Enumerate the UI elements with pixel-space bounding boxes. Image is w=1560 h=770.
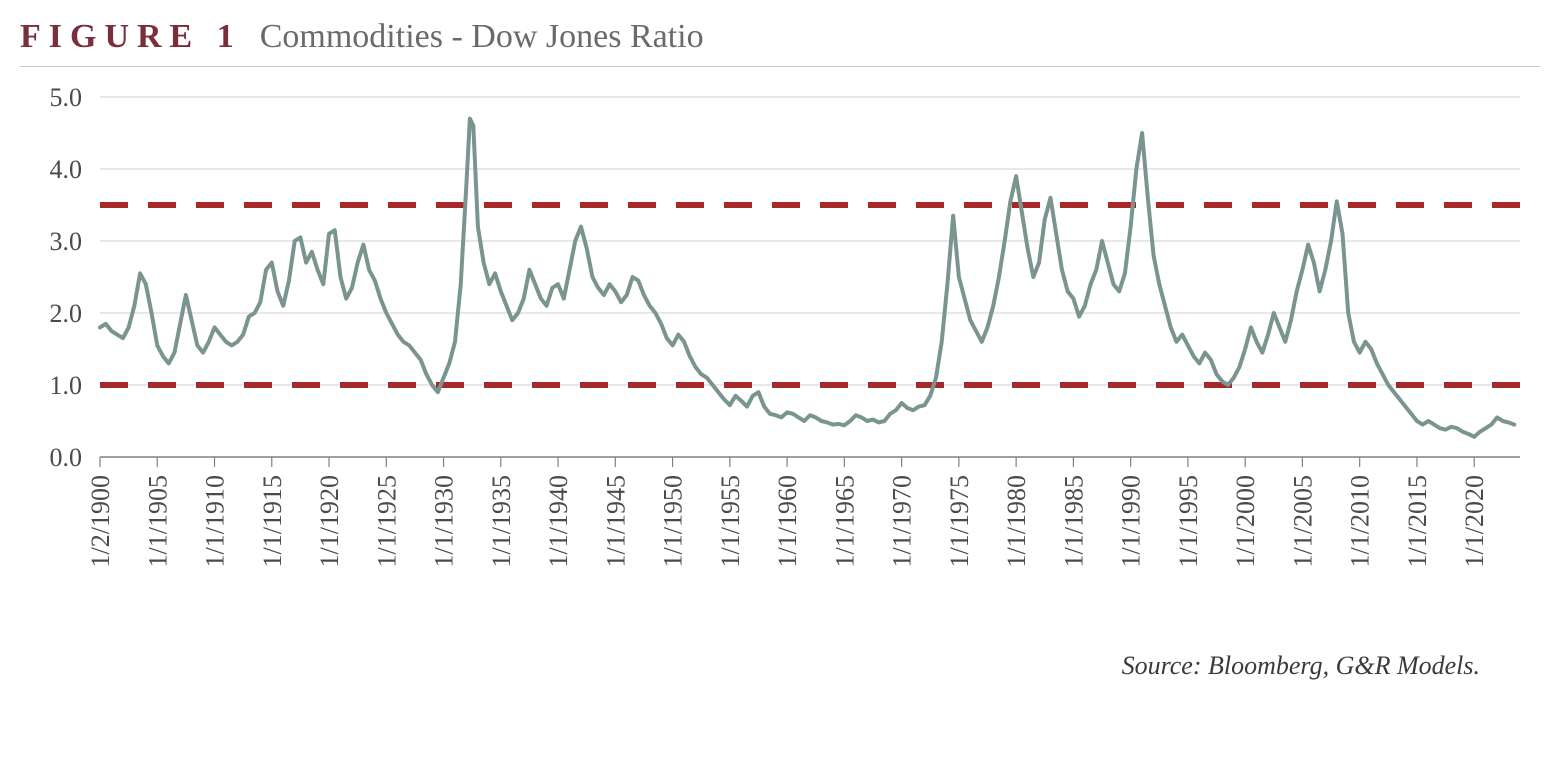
y-tick-label: 1.0	[50, 371, 83, 400]
x-tick-label: 1/1/1995	[1174, 475, 1203, 567]
x-tick-label: 1/1/1925	[372, 475, 401, 567]
x-tick-label: 1/1/1945	[601, 475, 630, 567]
x-tick-label: 1/1/1915	[258, 475, 287, 567]
x-tick-label: 1/1/1990	[1117, 475, 1146, 567]
x-tick-label: 1/2/1900	[86, 475, 115, 567]
x-tick-label: 1/1/2020	[1460, 475, 1489, 567]
x-tick-label: 1/1/1930	[430, 475, 459, 567]
x-tick-label: 1/1/1960	[773, 475, 802, 567]
x-tick-label: 1/1/1920	[315, 475, 344, 567]
x-tick-label: 1/1/1905	[143, 475, 172, 567]
x-tick-label: 1/1/1970	[888, 475, 917, 567]
y-tick-label: 3.0	[50, 227, 83, 256]
series-line	[100, 119, 1514, 437]
x-tick-label: 1/1/2015	[1403, 475, 1432, 567]
x-tick-label: 1/1/1985	[1059, 475, 1088, 567]
x-tick-label: 1/1/1975	[945, 475, 974, 567]
y-tick-label: 0.0	[50, 443, 83, 472]
x-tick-label: 1/1/1955	[716, 475, 745, 567]
y-tick-label: 4.0	[50, 155, 83, 184]
figure-label: FIGURE 1	[20, 18, 242, 56]
x-tick-label: 1/1/1965	[830, 475, 859, 567]
x-tick-label: 1/1/2000	[1231, 475, 1260, 567]
figure-header: FIGURE 1 Commodities - Dow Jones Ratio	[20, 10, 1540, 67]
x-tick-label: 1/1/1910	[201, 475, 230, 567]
x-tick-label: 1/1/1950	[659, 475, 688, 567]
x-tick-label: 1/1/1935	[487, 475, 516, 567]
y-tick-label: 2.0	[50, 299, 83, 328]
x-tick-label: 1/1/2010	[1346, 475, 1375, 567]
x-tick-label: 1/1/2005	[1288, 475, 1317, 567]
figure-title: Commodities - Dow Jones Ratio	[260, 18, 704, 56]
x-tick-label: 1/1/1980	[1002, 475, 1031, 567]
line-chart-svg: 0.0 1.0 2.0 3.0 4.0 5.0 1/2/1900 1/1/1905 1/1/19…	[20, 67, 1540, 647]
chart-area: 0.0 1.0 2.0 3.0 4.0 5.0 1/2/1900 1/1/1905 1/1/19…	[20, 67, 1540, 647]
y-tick-label: 5.0	[50, 83, 83, 112]
chart-source: Source: Bloomberg, G&R Models.	[20, 651, 1540, 681]
x-tick-label: 1/1/1940	[544, 475, 573, 567]
figure-container: FIGURE 1 Commodities - Dow Jones Ratio 0…	[0, 0, 1560, 770]
